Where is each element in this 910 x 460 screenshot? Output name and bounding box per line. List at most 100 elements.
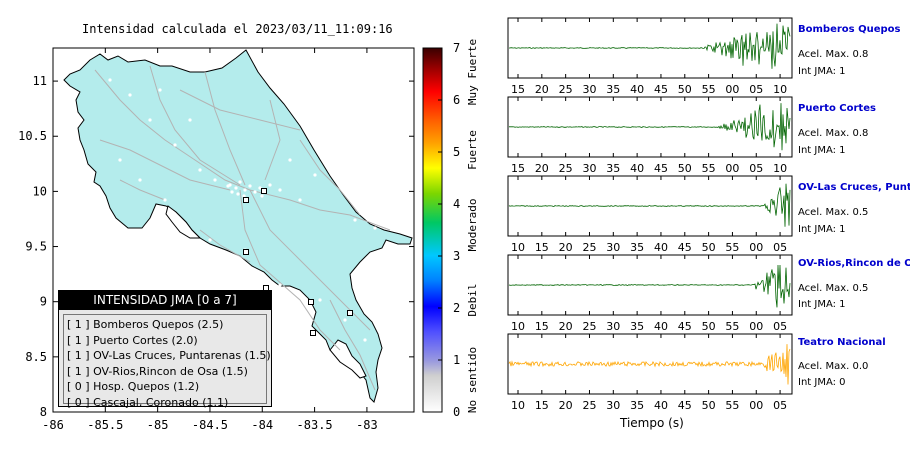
seismogram-tick-label: 50 [678, 83, 692, 96]
legend-item: [ 1 ] Puerto Cortes (2.0) [67, 333, 198, 347]
city-dot [238, 180, 242, 184]
seismogram-tick-label: 10 [511, 241, 525, 254]
city-dot [260, 194, 264, 198]
city-dot [208, 238, 212, 242]
seismogram-tick-label: 15 [535, 320, 549, 333]
seismogram-tick-label: 05 [773, 241, 787, 254]
seismogram-tick-label: 10 [773, 162, 787, 175]
seismogram-tick-label: 10 [511, 399, 525, 412]
legend-item: [ 1 ] OV-Las Cruces, Puntarenas (1.5) [67, 349, 271, 362]
y-tick-label: 9.5 [25, 240, 47, 254]
road [239, 189, 341, 351]
city-dot [248, 184, 252, 188]
city-dot [128, 93, 132, 97]
legend-item: [ 1 ] OV-Rios,Rincon de Osa (1.5) [67, 364, 248, 378]
seismogram-tick-label: 35 [630, 399, 644, 412]
road [264, 99, 281, 181]
colorbar-category-label: Fuerte [466, 130, 479, 170]
seismogram-tick-label: 10 [511, 320, 525, 333]
road [329, 299, 376, 391]
colorbar-tick-label: 5 [453, 145, 460, 159]
seismogram-trace [509, 23, 791, 69]
city-dot [278, 283, 282, 287]
station-square [243, 197, 249, 203]
seismogram-tick-label: 00 [749, 320, 763, 333]
colorbar-category-label: Debil [466, 283, 479, 316]
seismogram-tick-label: 20 [559, 399, 573, 412]
seismogram-tick-label: 55 [725, 241, 739, 254]
seismogram-tick-label: 25 [582, 320, 596, 333]
station-int: Int JMA: 1 [798, 299, 846, 310]
road [299, 139, 361, 216]
colorbar-tick-label: 1 [453, 353, 460, 367]
seismogram-trace [508, 103, 791, 151]
city-dot [318, 298, 322, 302]
seismogram-tick-label: 00 [725, 162, 739, 175]
y-tick-label: 10.5 [18, 129, 47, 143]
city-dot [138, 178, 142, 182]
road [119, 179, 166, 201]
city-dot [313, 173, 317, 177]
station-square [347, 310, 353, 316]
station-name: Teatro Nacional [798, 337, 886, 348]
city-dot [253, 190, 257, 194]
legend-item: [ 0 ] Cascajal, Coronado (1.1) [67, 395, 229, 409]
city-dot [288, 158, 292, 162]
seismogram-tick-label: 25 [582, 399, 596, 412]
colorbar-tick-label: 7 [453, 41, 460, 55]
seismogram-tick-label: 35 [630, 241, 644, 254]
colorbar-ticks: 0 1 2 3 4 5 6 7 [438, 41, 460, 419]
station-square [261, 188, 267, 194]
colorbar-labels: No sentido Debil Moderado Fuerte Muy Fuerte [466, 39, 479, 413]
station-square [308, 299, 314, 305]
station-markers [243, 188, 353, 336]
seismogram-tick-label: 00 [749, 241, 763, 254]
station-name: OV-Rios,Rincon de Osa [798, 258, 910, 269]
seismogram-tick-label: 00 [749, 399, 763, 412]
seismogram-tick-label: 25 [559, 83, 573, 96]
colorbar-tick-label: 0 [453, 405, 460, 419]
seismogram-tick-label: 15 [511, 83, 525, 96]
seismogram-tick-label: 55 [725, 399, 739, 412]
road-network [94, 65, 391, 391]
seismogram-tick-label: 35 [606, 162, 620, 175]
intensity-legend: INTENSIDAD JMA [0 a 7] [ 1 ] Bomberos Qu… [58, 290, 272, 409]
city-dot [234, 186, 238, 190]
seismogram-tick-label: 05 [749, 162, 763, 175]
city-dot [158, 88, 162, 92]
city-dot [236, 192, 240, 196]
station-acel: Acel. Max. 0.8 [798, 128, 869, 139]
city-dot [373, 226, 377, 230]
seismogram-tick-label: 45 [654, 83, 668, 96]
seismogram-tick-label: 40 [630, 162, 644, 175]
y-tick-label: 8 [40, 405, 47, 419]
city-dot [188, 118, 192, 122]
seismogram-tick-label: 25 [582, 241, 596, 254]
road [94, 69, 251, 191]
city-dot [163, 198, 167, 202]
seismogram-tick-label: 55 [702, 162, 716, 175]
seismogram-frame [507, 333, 793, 395]
road [99, 139, 231, 191]
time-axis-label: Tiempo (s) [620, 416, 684, 430]
station-name: OV-Las Cruces, Puntarenas [798, 182, 910, 193]
station-int: Int JMA: 1 [798, 145, 846, 156]
station-acel: Acel. Max. 0.5 [798, 207, 869, 218]
seismogram-tick-label: 20 [535, 83, 549, 96]
city-dot [278, 188, 282, 192]
seismogram-trace [508, 183, 791, 227]
seismogram-tick-label: 55 [702, 83, 716, 96]
colorbar-category-label: Muy Fuerte [466, 39, 479, 105]
seismogram-tick-label: 45 [678, 241, 692, 254]
seismogram-tick-label: 40 [654, 320, 668, 333]
city-dot [258, 186, 262, 190]
colorbar-category-label: No sentido [466, 347, 479, 413]
seismogram-tick-label: 45 [654, 162, 668, 175]
seismogram-tick-label: 25 [559, 162, 573, 175]
city-markers [108, 78, 377, 342]
map-y-axis: 11 10.5 10 9.5 9 8.5 8 [18, 74, 414, 419]
seismogram-tick-label: 50 [702, 320, 716, 333]
station-int: Int JMA: 1 [798, 66, 846, 77]
map-x-axis: -86 -85.5 -85 -84.5 -84 -83.5 -83 [42, 48, 378, 432]
